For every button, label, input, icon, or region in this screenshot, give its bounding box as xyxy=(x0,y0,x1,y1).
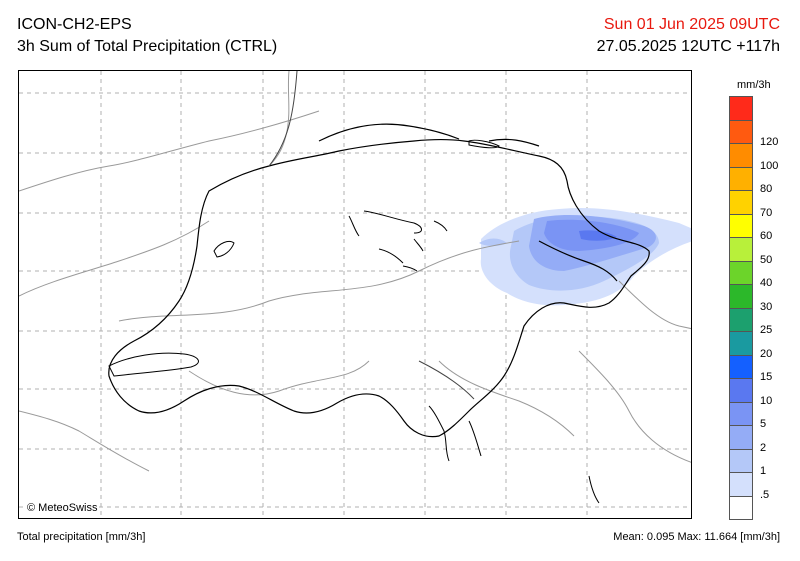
color-bar-cell xyxy=(729,213,753,238)
color-bar-cell xyxy=(729,472,753,497)
region-borders xyxy=(19,71,691,472)
lakes xyxy=(108,139,600,504)
color-bar-tick-label: 1 xyxy=(760,465,767,477)
valid-time: Sun 01 Jun 2025 09UTC xyxy=(603,16,780,33)
color-bar-tick-label: 80 xyxy=(760,183,773,195)
color-bar-cell xyxy=(729,143,753,168)
color-bar-tick-label: 5 xyxy=(760,418,767,430)
color-bar-tick-label: 30 xyxy=(760,300,773,313)
color-bar-cell xyxy=(729,166,753,191)
color-bar-tick-label: 100 xyxy=(760,159,779,172)
color-bar-cell xyxy=(729,495,753,520)
product-title: 3h Sum of Total Precipitation (CTRL) xyxy=(17,38,278,55)
color-bar-tick-label: 60 xyxy=(760,230,773,242)
color-bar-cell xyxy=(729,331,753,356)
run-time: 27.05.2025 12UTC +117h xyxy=(596,38,780,55)
color-bar-tick-label: 70 xyxy=(760,206,773,219)
color-bar-cell xyxy=(729,307,753,332)
color-bar-cell xyxy=(729,401,753,426)
copyright-label: © MeteoSwiss xyxy=(25,502,100,514)
color-bar-cell xyxy=(729,190,753,215)
footer-variable: Total precipitation [mm/3h] xyxy=(17,531,146,543)
color-bar-tick-label: 2 xyxy=(760,441,767,454)
color-bar-tick-label: 15 xyxy=(760,371,773,383)
color-bar xyxy=(729,96,753,520)
color-bar-tick-label: 25 xyxy=(760,324,773,336)
color-bar-cell xyxy=(729,425,753,450)
color-bar-cell xyxy=(729,237,753,262)
color-bar-tick-label: 20 xyxy=(760,347,773,360)
precipitation-field xyxy=(479,207,691,306)
color-bar-tick-label: 10 xyxy=(760,394,773,407)
legend-unit: mm/3h xyxy=(737,79,771,91)
footer-stats: Mean: 0.095 Max: 11.664 [mm/3h] xyxy=(613,531,780,543)
color-bar-cell xyxy=(729,378,753,403)
rivers xyxy=(268,71,475,400)
precipitation-map: © MeteoSwiss xyxy=(18,70,692,519)
color-bar-cell xyxy=(729,354,753,379)
color-bar-cell xyxy=(729,448,753,473)
color-bar-cell xyxy=(729,260,753,285)
color-bar-cell xyxy=(729,284,753,309)
color-bar-tick-label: .5 xyxy=(760,488,770,501)
color-bar-cell xyxy=(729,96,753,121)
country-border xyxy=(108,123,650,438)
color-bar-tick-label: 120 xyxy=(760,136,779,148)
color-bar-tick-label: 40 xyxy=(760,277,773,289)
color-bar-cell xyxy=(729,119,753,144)
map-canvas xyxy=(19,71,691,518)
model-name: ICON-CH2-EPS xyxy=(17,16,132,33)
color-bar-tick-label: 50 xyxy=(760,253,773,266)
